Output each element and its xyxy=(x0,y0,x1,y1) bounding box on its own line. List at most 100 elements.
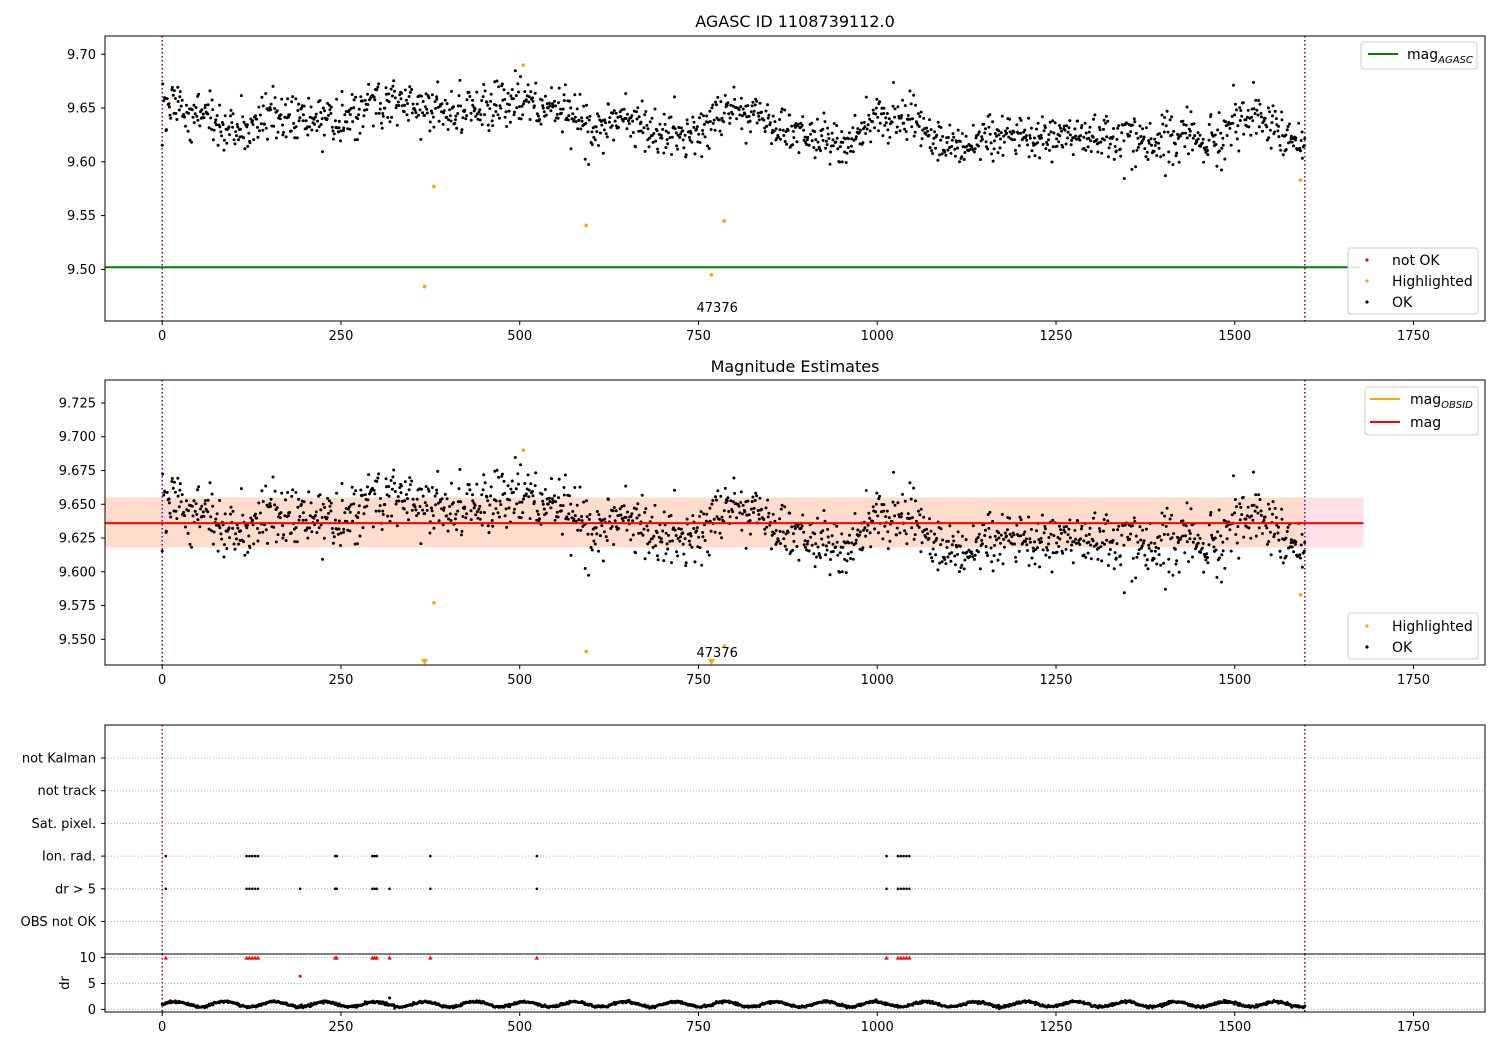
ok-point xyxy=(178,95,182,99)
ok-point xyxy=(1159,155,1163,159)
ok-point xyxy=(791,548,795,552)
ok-point xyxy=(1187,560,1190,564)
ok-point xyxy=(635,507,638,511)
ok-point xyxy=(854,538,858,542)
ok-point xyxy=(206,103,210,107)
ok-point xyxy=(246,144,250,148)
ok-point xyxy=(274,136,278,140)
ok-point xyxy=(939,527,943,531)
ok-point xyxy=(756,509,760,513)
ok-point xyxy=(1039,133,1043,137)
ok-point xyxy=(629,515,633,518)
ok-point xyxy=(430,111,434,115)
ok-point xyxy=(802,530,806,534)
ok-point xyxy=(1040,513,1044,517)
ok-point xyxy=(569,147,573,151)
ok-point xyxy=(521,511,525,515)
ok-point xyxy=(293,540,297,544)
ok-point xyxy=(359,488,363,492)
ok-point xyxy=(1001,153,1005,157)
ok-point xyxy=(297,119,301,123)
ok-point xyxy=(646,542,650,546)
ok-point xyxy=(414,111,418,115)
ok-point xyxy=(1268,128,1272,132)
ok-point xyxy=(1060,531,1063,535)
ok-point xyxy=(691,514,695,518)
ok-point xyxy=(939,126,943,129)
out-of-range-marker xyxy=(707,659,715,665)
ok-point xyxy=(376,85,380,89)
ok-point xyxy=(823,120,827,124)
ok-point xyxy=(395,123,399,127)
ok-point xyxy=(1137,142,1141,146)
ok-point xyxy=(828,162,832,166)
ok-point xyxy=(380,126,384,130)
ok-point xyxy=(773,519,777,523)
ok-point xyxy=(823,519,827,523)
ok-point xyxy=(1115,137,1119,141)
ok-point xyxy=(949,151,953,155)
ok-point xyxy=(919,144,923,148)
ok-point xyxy=(695,127,699,131)
ok-point xyxy=(485,100,489,104)
ok-point xyxy=(950,145,954,148)
ok-point xyxy=(858,128,862,132)
ok-point xyxy=(786,128,790,132)
ok-point xyxy=(1047,536,1051,539)
ok-point xyxy=(1023,128,1027,132)
ok-point xyxy=(1103,542,1106,546)
ok-point xyxy=(587,118,591,122)
ok-point xyxy=(924,535,928,539)
ok-point xyxy=(665,542,669,546)
ok-point xyxy=(613,119,617,123)
ok-point xyxy=(1116,126,1120,130)
ok-point xyxy=(340,90,344,93)
ok-point xyxy=(425,508,429,512)
ok-point xyxy=(211,542,215,546)
ok-point xyxy=(563,83,567,87)
ok-point xyxy=(1244,517,1248,521)
ok-point xyxy=(816,516,819,520)
ok-point xyxy=(1104,513,1108,517)
ok-point xyxy=(288,113,292,117)
ok-point xyxy=(814,138,818,142)
ok-point xyxy=(216,143,220,147)
ok-point xyxy=(428,120,432,124)
ok-point xyxy=(1230,513,1234,517)
ok-point xyxy=(307,96,311,100)
ok-point xyxy=(1268,530,1272,534)
ok-point xyxy=(316,119,319,123)
legend-mag-agasc-label: magAGASC xyxy=(1407,47,1473,66)
ok-point xyxy=(986,554,990,557)
ok-point xyxy=(464,117,468,121)
ok-point xyxy=(1202,570,1206,574)
ok-point xyxy=(893,115,897,119)
ok-point xyxy=(480,523,484,527)
ok-point xyxy=(1117,124,1121,128)
x-tick-label: 750 xyxy=(686,673,711,688)
ok-point xyxy=(585,515,589,519)
ok-point xyxy=(421,494,425,498)
ok-point xyxy=(429,506,433,510)
ok-point xyxy=(614,525,618,529)
ok-point xyxy=(1093,113,1097,117)
ok-point xyxy=(728,121,732,125)
ok-point xyxy=(405,511,409,515)
ok-point xyxy=(651,545,655,549)
ok-point xyxy=(1198,536,1202,540)
ok-point xyxy=(990,560,994,564)
ok-point xyxy=(875,491,879,495)
ok-point xyxy=(784,130,788,134)
ok-point xyxy=(896,501,900,505)
ok-point xyxy=(1088,125,1092,129)
ok-point xyxy=(940,152,944,156)
legend-mag-label: mag xyxy=(1410,415,1441,431)
ok-point xyxy=(720,133,723,137)
ok-point xyxy=(491,524,495,528)
ok-point xyxy=(919,550,923,554)
dr5-flag-point xyxy=(429,887,432,891)
ok-point xyxy=(1118,554,1122,558)
ok-point xyxy=(469,111,473,115)
ok-point xyxy=(978,567,982,571)
ok-point xyxy=(366,92,369,96)
